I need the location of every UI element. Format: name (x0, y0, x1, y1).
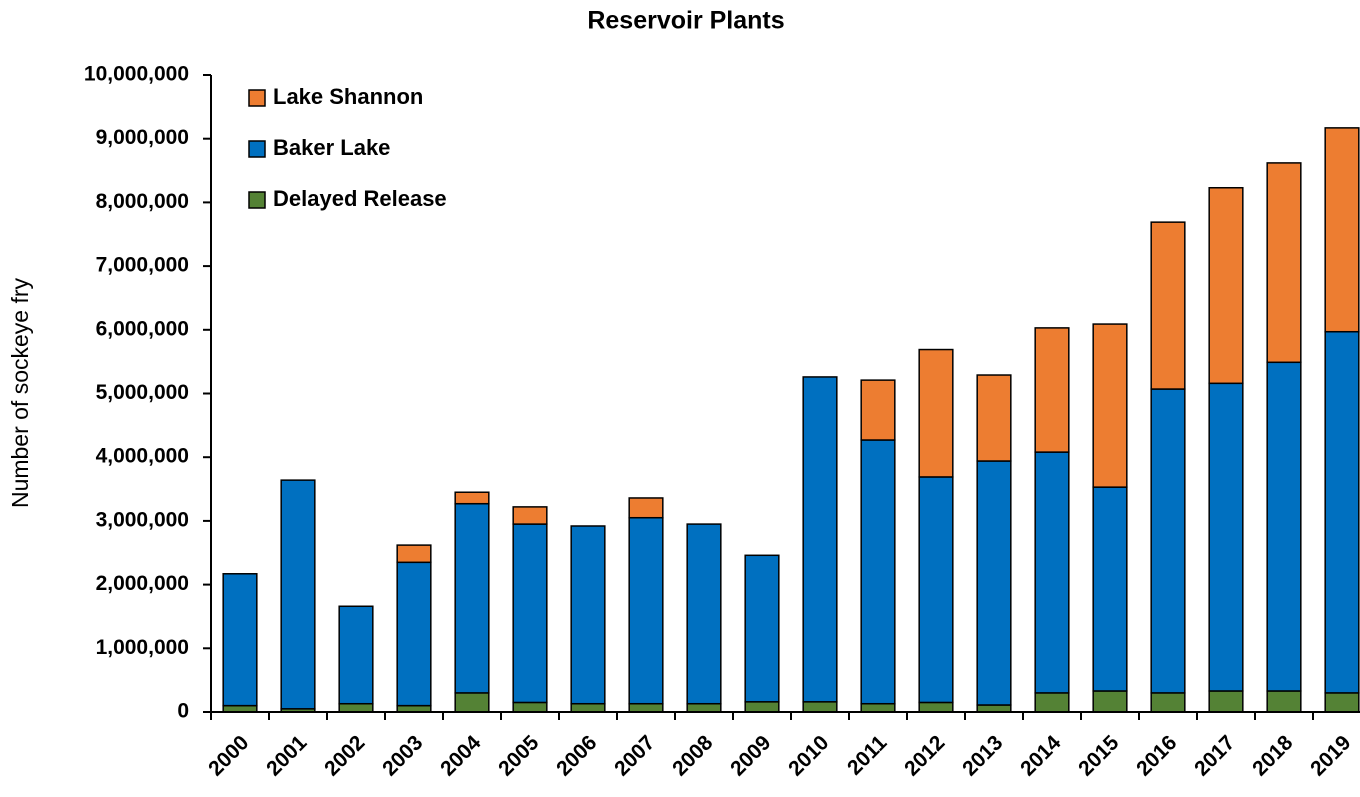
bar-segment (1150, 692, 1186, 713)
bar-segment (976, 460, 1012, 706)
bar-segment (1092, 323, 1128, 488)
y-axis-label: Number of sockeye fry (7, 277, 33, 508)
x-tick-label: 2008 (668, 731, 718, 781)
bar-segment (512, 506, 548, 525)
x-tick-label: 2015 (1074, 731, 1124, 781)
bar-segment (802, 376, 838, 703)
bar-segment (802, 701, 838, 713)
bar-segment (976, 374, 1012, 462)
legend-swatch (248, 191, 266, 209)
bar-segment (222, 573, 258, 707)
y-tick-label: 9,000,000 (96, 126, 189, 149)
x-tick-label: 2009 (726, 731, 775, 780)
y-tick-label: 7,000,000 (96, 254, 189, 277)
bar-segment (628, 497, 664, 519)
legend-label: Baker Lake (273, 135, 390, 160)
x-tick-label: 2016 (1132, 731, 1181, 780)
bar-segment (628, 702, 664, 713)
x-tick-label: 2005 (494, 731, 544, 781)
x-tick-label: 2010 (784, 731, 833, 780)
legend-swatch (248, 140, 266, 158)
x-tick-label: 2006 (552, 731, 601, 780)
bar-segment (1208, 382, 1244, 692)
bar-segment (976, 704, 1012, 713)
y-tick-label: 3,000,000 (96, 508, 189, 531)
bar-segment (860, 702, 896, 713)
x-tick-label: 2018 (1248, 731, 1298, 781)
bar-segment (1266, 361, 1302, 692)
bar-segment (744, 701, 780, 713)
y-tick-label: 1,000,000 (96, 636, 189, 659)
x-tick-label: 2017 (1190, 731, 1239, 780)
bar-segment (1208, 690, 1244, 713)
bar-segment (1034, 692, 1070, 713)
legend-label: Delayed Release (273, 186, 447, 211)
bar-segment (1150, 388, 1186, 694)
x-tick-label: 2003 (378, 731, 427, 780)
bar-segment (454, 692, 490, 713)
y-tick-label: 10,000,000 (84, 63, 189, 86)
x-tick-label: 2000 (204, 731, 253, 780)
legend-label: Lake Shannon (273, 84, 423, 109)
x-tick-label: 2012 (900, 731, 949, 780)
bar-segment (1324, 127, 1360, 333)
x-tick-label: 2019 (1306, 731, 1355, 780)
bar-segment (512, 701, 548, 713)
bar-segment (1324, 330, 1360, 694)
bar-segment (570, 525, 606, 705)
bar-segment (338, 702, 374, 713)
legend-swatch (248, 89, 266, 107)
y-tick-label: 4,000,000 (96, 445, 189, 468)
bar-segment (628, 516, 664, 705)
bar-segment (860, 439, 896, 705)
bar-segment (918, 348, 954, 478)
y-tick-label: 5,000,000 (96, 381, 189, 404)
x-tick-label: 2011 (843, 731, 892, 780)
x-tick-label: 2007 (610, 731, 659, 780)
bar-segment (1150, 221, 1186, 390)
bar-segment (338, 605, 374, 705)
chart-title: Reservoir Plants (587, 7, 784, 35)
bar-segment (570, 702, 606, 713)
x-tick-label: 2001 (262, 731, 312, 781)
bar-segment (396, 544, 432, 564)
bar-segment (280, 479, 316, 710)
bar-segment (918, 701, 954, 713)
y-tick-label: 6,000,000 (96, 317, 189, 340)
bar-segment (918, 476, 954, 704)
bar-segment (1092, 690, 1128, 713)
x-tick-label: 2004 (436, 731, 486, 781)
bar-segment (1208, 186, 1244, 385)
y-tick-label: 0 (177, 700, 189, 723)
x-tick-label: 2013 (958, 731, 1007, 780)
bar-segment (1266, 690, 1302, 713)
bar-segment (1092, 486, 1128, 692)
bar-segment (1266, 162, 1302, 364)
x-tick-label: 2014 (1016, 731, 1066, 781)
bar-segment (686, 702, 722, 713)
bar-segment (1034, 451, 1070, 694)
bar-segment (454, 491, 490, 505)
bar-segment (1324, 692, 1360, 713)
bar-segment (860, 379, 896, 441)
y-tick-label: 2,000,000 (96, 572, 189, 595)
bar-segment (686, 523, 722, 705)
bar-segment (454, 502, 490, 694)
bar-segment (396, 561, 432, 707)
y-tick-label: 8,000,000 (96, 190, 189, 213)
x-tick-label: 2002 (320, 731, 369, 780)
bar-segment (512, 523, 548, 704)
bar-segment (744, 554, 780, 703)
bar-segment (1034, 327, 1070, 453)
